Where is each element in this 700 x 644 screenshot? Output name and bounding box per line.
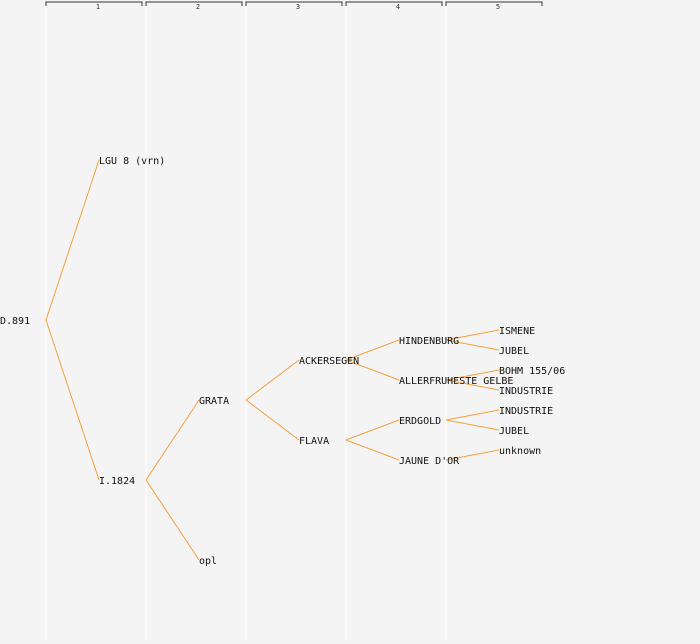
edge <box>245 359 300 401</box>
node-label: opl <box>199 556 217 567</box>
generation-header: 1 2 3 4 5 <box>45 1 543 11</box>
generation-bracket <box>345 1 443 6</box>
node-label: ALLERFRUHESTE GELBE <box>399 376 513 387</box>
edge <box>445 379 500 391</box>
edge <box>45 319 100 481</box>
node-label: ISMENE <box>499 326 535 337</box>
node-label: GRATA <box>199 396 229 407</box>
generation-bracket <box>445 1 543 6</box>
node-label: INDUSTRIE <box>499 386 553 397</box>
generation-bracket <box>45 1 143 6</box>
edge <box>345 419 400 441</box>
edge <box>145 479 200 561</box>
node-labels: D.891 LGU 8 (vrn) I.1824 GRATA ACKERSEGEN HIN… <box>0 156 565 567</box>
node-label: ACKERSEGEN <box>299 356 359 367</box>
edge <box>345 439 400 461</box>
edge <box>445 449 500 461</box>
edge <box>45 159 100 321</box>
node-label: LGU 8 (vrn) <box>99 156 165 167</box>
edge <box>445 419 500 431</box>
edge <box>345 359 400 381</box>
edge <box>345 339 400 361</box>
node-label: JAUNE D'OR <box>399 456 460 467</box>
column-rules <box>45 2 447 640</box>
edge <box>245 399 300 441</box>
node-label: INDUSTRIE <box>499 406 553 417</box>
node-label: ERDGOLD <box>399 416 441 427</box>
edge <box>445 409 500 421</box>
node-label: unknown <box>499 446 541 457</box>
edge <box>445 369 500 381</box>
edge <box>145 399 200 481</box>
generation-number: 2 <box>196 3 200 11</box>
edge <box>445 329 500 341</box>
generation-number: 5 <box>496 3 500 11</box>
generation-bracket <box>245 1 343 6</box>
edges <box>45 159 500 561</box>
root-node-label: D.891 <box>0 316 30 327</box>
generation-number: 3 <box>296 3 300 11</box>
node-label: HINDENBURG <box>399 336 459 347</box>
node-label: FLAVA <box>299 436 329 447</box>
node-label: JUBEL <box>499 426 529 437</box>
generation-number: 1 <box>96 3 100 11</box>
edge <box>445 339 500 351</box>
node-label: BOHM 155/06 <box>499 366 565 377</box>
generation-number: 4 <box>396 3 400 11</box>
node-label: I.1824 <box>99 476 135 487</box>
generation-bracket <box>145 1 243 6</box>
node-label: JUBEL <box>499 346 529 357</box>
